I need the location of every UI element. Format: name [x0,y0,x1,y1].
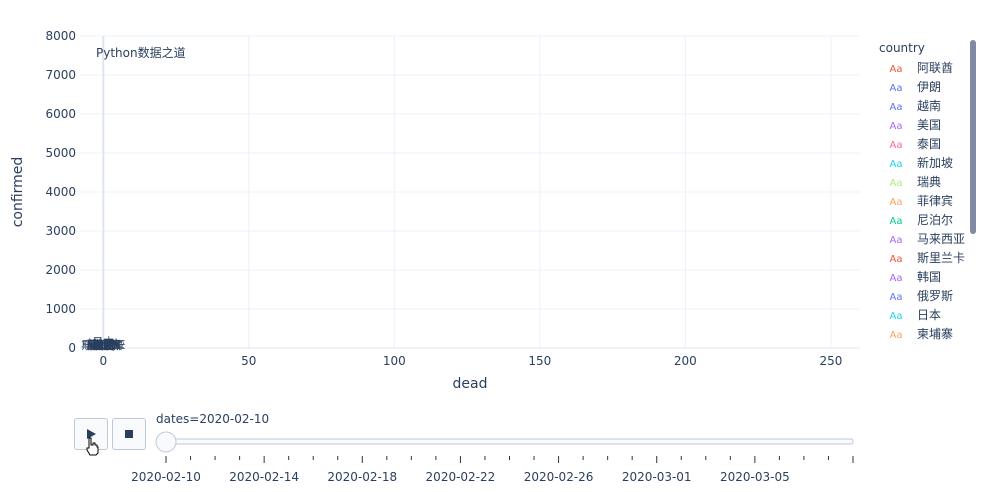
legend-marker: Aa [890,216,903,227]
legend-item: 美国 [917,118,941,132]
legend-marker: Aa [890,64,903,75]
legend-marker: Aa [890,159,903,170]
legend-item: 阿联酋 [917,60,953,75]
data-point-label: 泰国 [92,337,114,351]
data-point-label: 柬埔寨 [87,338,120,352]
legend-marker: Aa [890,273,903,284]
legend-marker: Aa [890,235,903,246]
data-point-label: 伊朗 [92,339,114,352]
legend-title: country [879,41,925,55]
legend-marker: Aa [890,178,903,189]
y-tick-label: 7000 [45,68,76,82]
stop-icon [125,430,133,438]
legend-marker: Aa [890,140,903,151]
slider-tick-label: 2020-02-14 [229,470,299,484]
x-tick-label: 150 [528,354,551,368]
slider-tick-label: 2020-02-26 [524,470,594,484]
legend-item: 越南 [917,98,941,113]
chart-annotation: Python数据之道 [96,45,186,60]
x-tick-label: 0 [99,354,107,368]
slider-tick-label: 2020-03-01 [622,470,692,484]
data-point-label: 美国 [92,339,114,352]
slider-track[interactable] [165,438,854,445]
legend-item: 斯里兰卡 [917,251,965,265]
data-point-label: 新加坡 [87,336,120,350]
legend-scrollbar[interactable] [970,40,976,234]
legend-item: 新加坡 [917,155,953,170]
data-point-label: 斯里兰卡 [81,339,125,352]
legend-item: 泰国 [917,137,941,151]
legend-item: 尼泊尔 [917,212,953,227]
slider-handle[interactable] [155,431,177,453]
data-point-label: 俄罗斯 [87,339,120,352]
slider-tick-label: 2020-02-22 [426,470,496,484]
y-tick-label: 8000 [45,29,76,43]
legend-item: 柬埔寨 [917,326,953,341]
data-point-label: 瑞典 [92,338,114,352]
slider-current-label: dates=2020-02-10 [156,412,269,426]
legend-item: 瑞典 [917,175,941,189]
legend-marker: Aa [890,121,903,132]
legend-marker: Aa [890,197,903,208]
legend-item: 菲律宾 [917,193,953,208]
legend-marker: Aa [890,311,903,322]
x-tick-label: 200 [674,354,697,368]
legend-item: 马来西亚 [917,232,965,246]
y-tick-label: 1000 [45,302,76,316]
y-axis-title: confirmed [10,157,26,228]
y-tick-label: 2000 [45,263,76,277]
legend-item: 伊朗 [917,80,941,94]
y-tick-label: 4000 [45,185,76,199]
play-icon [87,429,96,439]
legend-marker: Aa [890,330,903,341]
x-axis-title: dead [453,376,488,392]
y-tick-label: 6000 [45,107,76,121]
x-tick-label: 50 [241,354,256,368]
x-tick-label: 250 [819,354,842,368]
hand-cursor-icon [84,436,100,459]
data-point-label: 菲律宾 [90,338,123,352]
legend-item: 韩国 [917,269,941,284]
legend-marker: Aa [890,254,903,265]
stop-button[interactable] [112,418,146,450]
slider-tick-label: 2020-02-10 [131,470,201,484]
y-tick-label: 0 [68,341,76,355]
slider-tick-label: 2020-03-05 [720,470,790,484]
legend-item: 日本 [917,308,941,322]
data-point-label: 马来西亚 [81,338,125,351]
x-tick-label: 100 [383,354,406,368]
data-point-label: 阿联酋 [87,338,120,352]
legend-marker: Aa [890,292,903,303]
data-point-label: 越南 [92,337,114,351]
data-point-label: 日本 [92,334,114,348]
legend-item: 俄罗斯 [917,289,953,303]
y-tick-label: 5000 [45,146,76,160]
legend-marker: Aa [890,102,903,113]
data-point-label: 尼泊尔 [87,339,120,352]
data-point-label: 韩国 [92,337,114,351]
legend-marker: Aa [890,83,903,94]
y-tick-label: 3000 [45,224,76,238]
slider-tick-label: 2020-02-18 [327,470,397,484]
